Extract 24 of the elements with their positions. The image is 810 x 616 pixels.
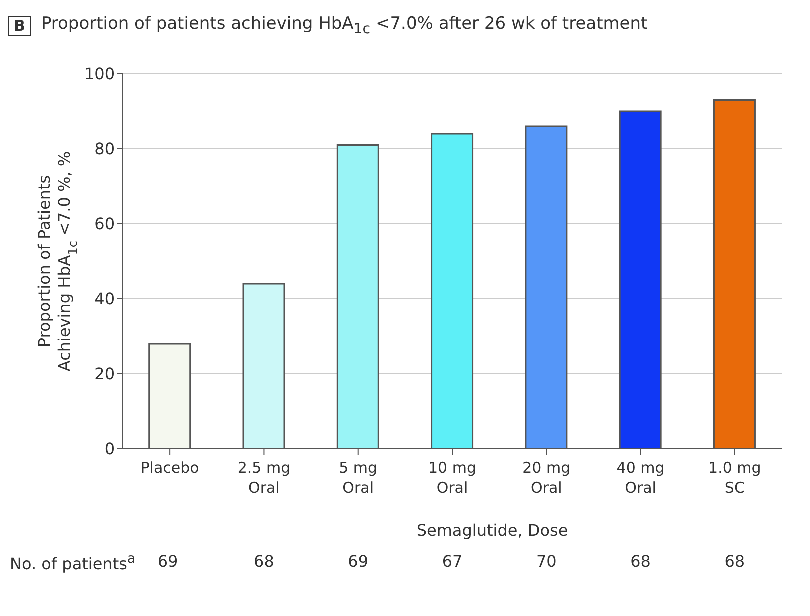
x-tick-label: 10 mg Oral: [428, 459, 476, 497]
x-tick-label: 2.5 mg Oral: [238, 459, 291, 497]
x-tick-label: 20 mg Oral: [522, 459, 571, 497]
text: 67: [441, 552, 464, 571]
x-tick-label: 1.0 mg SC: [708, 459, 762, 497]
y-tick-label: 100: [84, 64, 115, 84]
y-tick-label: 80: [94, 140, 115, 159]
text: 69: [156, 552, 180, 571]
y-tick-label: 60: [94, 214, 115, 234]
x-axis-title: Semaglutide, Dose: [416, 521, 568, 540]
text: 68: [253, 552, 276, 571]
text: B: [8, 16, 32, 36]
y-tick-label: 20: [94, 364, 115, 384]
x-tick-label: 5 mg Oral: [339, 459, 378, 497]
x-tick-label: Placebo: [140, 459, 200, 477]
chart-title: Proportion of patients achieving HbA$_{1c}$ <7.0% after 26 wk of treatment: [41, 14, 648, 38]
y-tick-label: 0: [104, 440, 115, 459]
y-tick-label: 40: [94, 290, 115, 309]
text: 68: [724, 552, 746, 571]
x-tick-label: 40 mg Oral: [616, 459, 665, 497]
text: 69: [347, 552, 370, 571]
text: 70: [535, 552, 558, 571]
text: 68: [630, 552, 652, 571]
text: No. of patients$^{a}$: [10, 552, 136, 574]
